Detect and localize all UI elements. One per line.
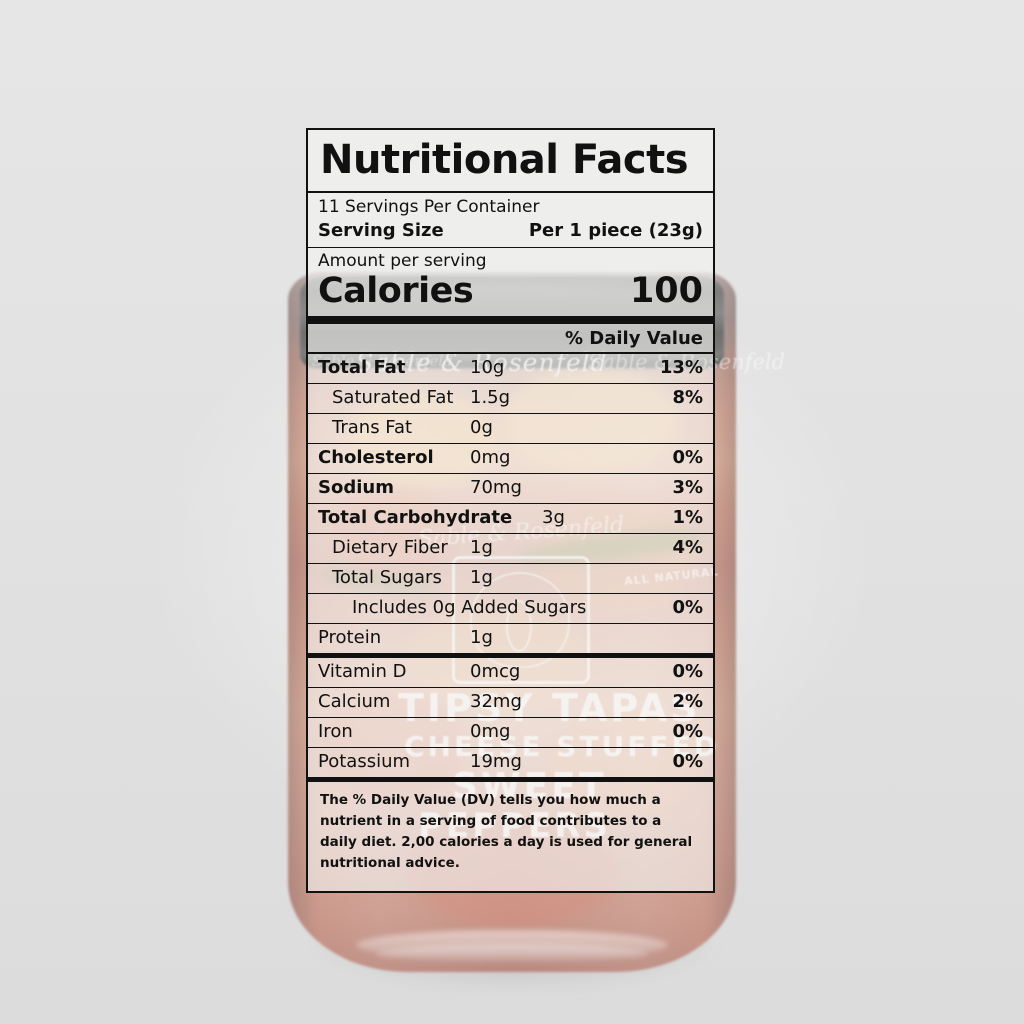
nutrient-amount: 0mcg <box>470 661 521 682</box>
nutrient-row: Trans Fat 0g <box>308 414 713 444</box>
nutrient-name: Sodium <box>318 477 394 498</box>
nutrient-amount: 1g <box>470 627 493 648</box>
calories-label: Calories <box>318 271 474 311</box>
nutrient-amount: 32mg <box>470 691 522 712</box>
nutrient-row: Cholesterol 0mg 0% <box>308 444 713 474</box>
daily-value-footnote: The % Daily Value (DV) tells you how muc… <box>320 792 693 871</box>
nutrient-row: Total Carbohydrate 3g 1% <box>308 504 713 534</box>
jar-glass-rim-inner <box>376 944 648 964</box>
nutrient-row: Dietary Fiber 1g 4% <box>308 534 713 564</box>
nutrient-amount: 1.5g <box>470 387 511 408</box>
nutrient-row: Total Fat 10g 13% <box>308 354 713 384</box>
nutrient-row: Saturated Fat 1.5g 8% <box>308 384 713 414</box>
nutrient-amount: 70mg <box>470 477 522 498</box>
nutrient-daily-value: 0% <box>672 447 703 468</box>
nutrient-name: Vitamin D <box>318 661 407 682</box>
daily-value-header: % Daily Value <box>564 328 703 349</box>
nutrient-name: Iron <box>318 721 353 742</box>
nutrient-amount: 19mg <box>470 751 522 772</box>
page-title: Nutritional Facts <box>320 137 689 183</box>
nutrient-name: Protein <box>318 627 382 648</box>
nutrient-daily-value: 0% <box>672 751 703 772</box>
nutrient-row: Calcium 32mg 2% <box>308 688 713 718</box>
nutrient-amount: 0g <box>470 417 493 438</box>
nutrient-daily-value: 1% <box>672 507 703 528</box>
calories-row: Calories 100 <box>318 271 703 314</box>
nutrient-amount: 0mg <box>470 447 511 468</box>
nutrient-daily-value: 8% <box>672 387 703 408</box>
jar-glass-rim <box>356 930 668 960</box>
calories-value: 100 <box>629 271 703 311</box>
nutrient-name: Cholesterol <box>318 447 434 468</box>
nutrient-amount: 1g <box>470 537 493 558</box>
nutrient-name: Total Carbohydrate <box>318 507 513 528</box>
nutrient-name: Includes 0g Added Sugars <box>352 597 587 618</box>
serving-size-label: Serving Size <box>318 220 444 241</box>
nutrient-name: Trans Fat <box>332 417 413 438</box>
nutrient-daily-value: 2% <box>672 691 703 712</box>
nutrient-row: Potassium 19mg 0% <box>308 748 713 782</box>
nutrient-daily-value: 0% <box>672 661 703 682</box>
nutrient-list: Total Fat 10g 13% Saturated Fat 1.5g 8% Trans … <box>308 354 713 782</box>
daily-value-header-row: % Daily Value <box>308 324 713 354</box>
nutrient-name: Calcium <box>318 691 391 712</box>
nutrient-daily-value: 0% <box>672 721 703 742</box>
calories-section: Amount per serving Calories 100 <box>308 248 713 324</box>
nutrient-row: Sodium 70mg 3% <box>308 474 713 504</box>
nutrient-amount: 1g <box>470 567 493 588</box>
nutrient-name: Dietary Fiber <box>332 537 448 558</box>
servings-per-container: 11 Servings Per Container <box>318 197 540 217</box>
nutrient-row: Protein 1g <box>308 624 713 658</box>
nutrient-name: Saturated Fat <box>332 387 454 408</box>
serving-size-row: Serving Size Per 1 piece (23g) <box>318 218 703 244</box>
nutrient-amount: 0mg <box>470 721 511 742</box>
nutrient-amount: 3g <box>542 507 565 528</box>
nutrient-name: Total Fat <box>318 357 406 378</box>
title-section: Nutritional Facts <box>308 130 713 193</box>
amount-per-serving-label: Amount per serving <box>318 251 487 271</box>
nutrient-daily-value: 0% <box>672 597 703 618</box>
nutrient-daily-value: 4% <box>672 537 703 558</box>
nutrient-row: Includes 0g Added Sugars 0% <box>308 594 713 624</box>
nutrient-amount: 10g <box>470 357 505 378</box>
nutrient-daily-value: 13% <box>659 357 703 378</box>
nutrition-facts-panel: Nutritional Facts 11 Servings Per Contai… <box>306 128 715 893</box>
nutrient-daily-value: 3% <box>672 477 703 498</box>
nutrient-name: Potassium <box>318 751 411 772</box>
nutrient-name: Total Sugars <box>332 567 442 588</box>
servings-section: 11 Servings Per Container Serving Size P… <box>308 193 713 248</box>
nutrient-row: Total Sugars 1g <box>308 564 713 594</box>
nutrient-row: Vitamin D 0mcg 0% <box>308 658 713 688</box>
serving-size-value: Per 1 piece (23g) <box>528 220 703 241</box>
nutrient-row: Iron 0mg 0% <box>308 718 713 748</box>
